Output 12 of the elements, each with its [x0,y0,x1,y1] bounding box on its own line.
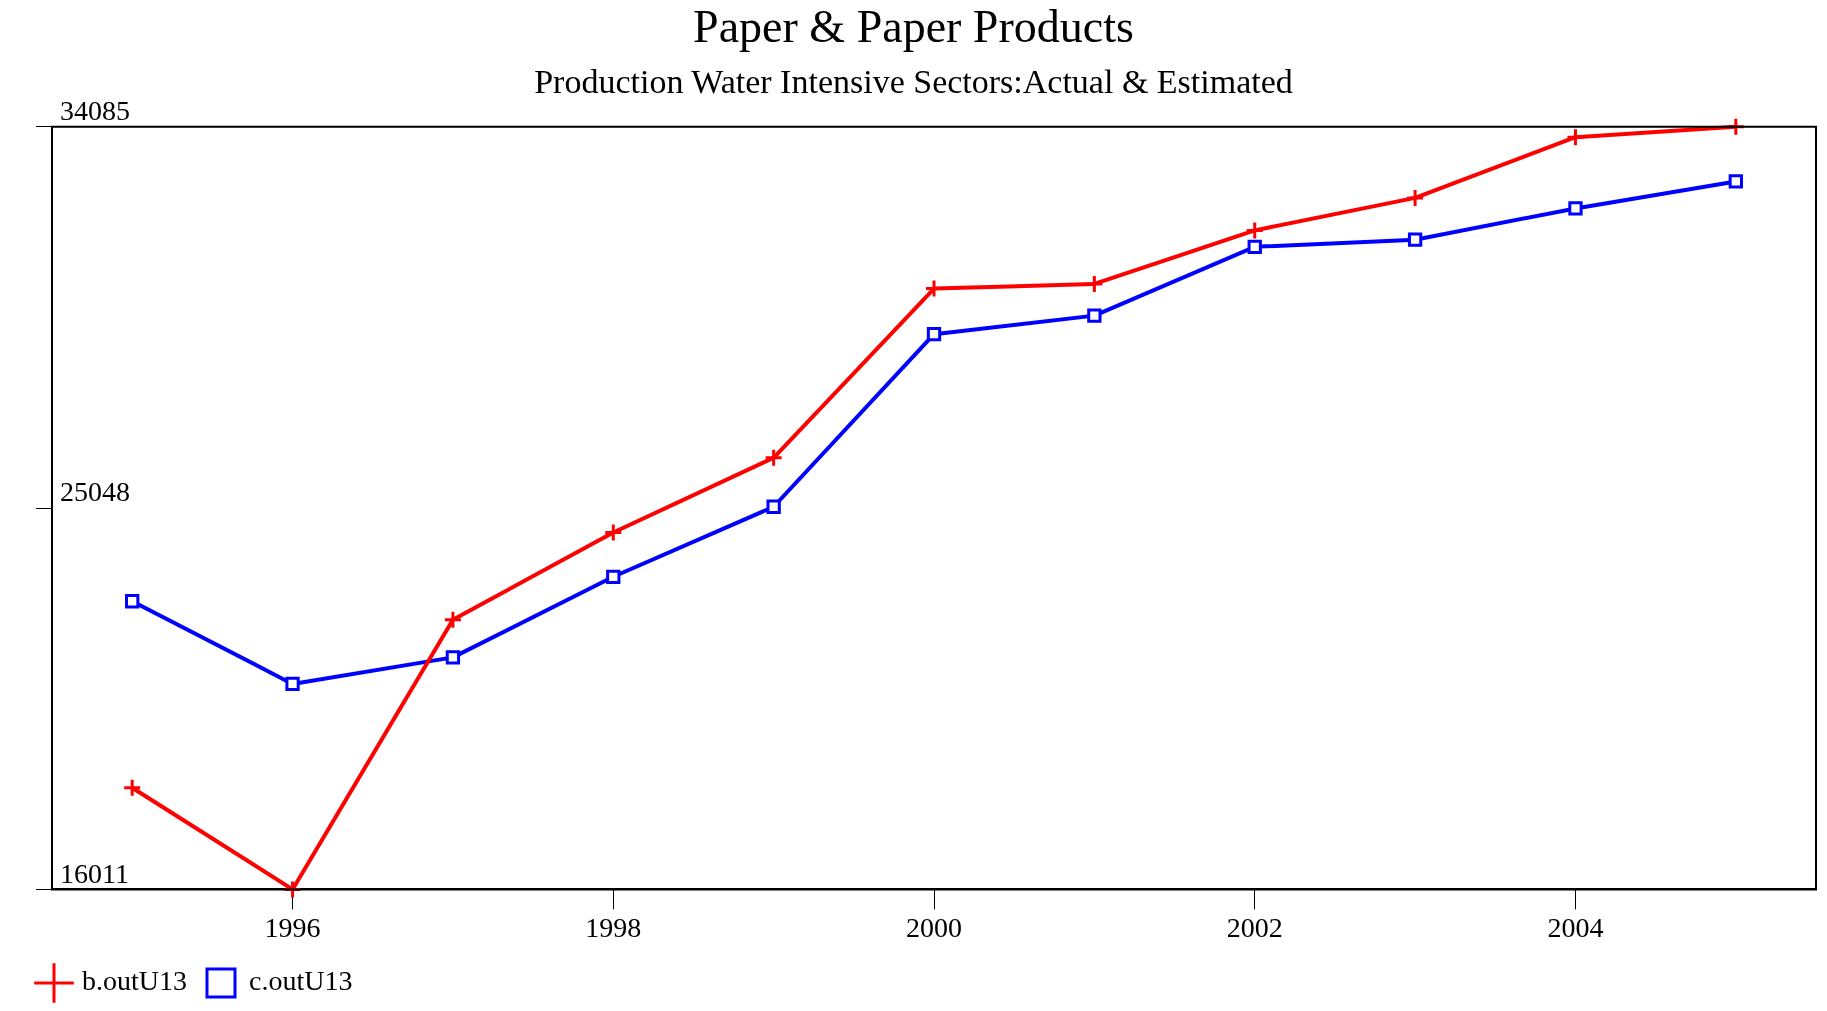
x-tick-label: 2004 [1547,911,1604,943]
chart-title: Paper & Paper Products [692,0,1135,52]
legend-label: c.outU13 [249,965,353,997]
x-tick-label: 2000 [906,911,962,943]
chart-subtitle: Production Water Intensive Sectors:Actual & Estimated [534,63,1293,100]
x-tick-label: 1996 [264,911,321,943]
y-tick-label: 16011 [60,857,129,889]
y-tick-label: 25048 [60,476,130,508]
x-tick-label: 1998 [585,911,642,943]
legend-label: b.outU13 [82,965,187,997]
y-tick-label: 34085 [60,95,130,127]
x-tick-label: 2002 [1226,911,1283,943]
